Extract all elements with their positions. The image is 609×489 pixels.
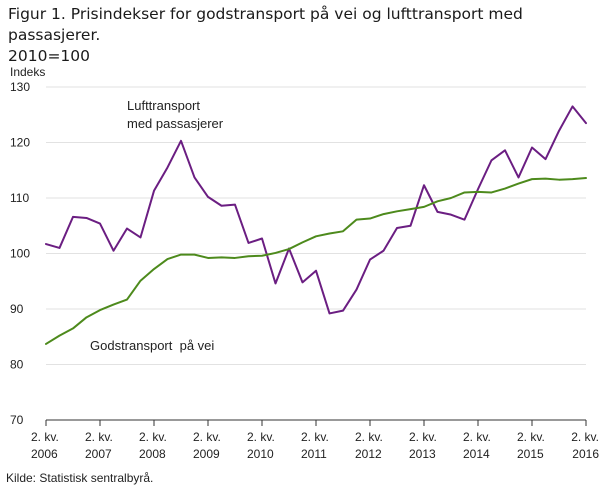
chart-title: Figur 1. Prisindekser for godstransport … bbox=[8, 4, 603, 67]
x-tick-label-quarter: 2. kv. bbox=[355, 430, 383, 444]
x-tick-label-year: 2012 bbox=[355, 447, 382, 461]
x-tick-label-quarter: 2. kv. bbox=[247, 430, 275, 444]
series-label-godstransport: Godstransport på vei bbox=[90, 338, 214, 353]
x-tick-label-year: 2011 bbox=[301, 447, 327, 461]
y-tick-label: 110 bbox=[10, 191, 29, 205]
x-axis-ticks: 2. kv. 2006 2. kv. 2007 2. kv. 2008 2. kv. 2009… bbox=[31, 420, 599, 461]
chart-title-line-1: Figur 1. Prisindekser for godstransport … bbox=[8, 5, 523, 44]
series-label-lufttransport: Lufttransport bbox=[127, 98, 200, 113]
x-tick-label-quarter: 2. kv. bbox=[85, 430, 113, 444]
x-tick-label-year: 2006 bbox=[31, 447, 58, 461]
x-tick-label-year: 2007 bbox=[85, 447, 112, 461]
x-tick-label-quarter: 2. kv. bbox=[463, 430, 491, 444]
chart-title-line-2: 2010=100 bbox=[8, 47, 91, 65]
x-tick-label-year: 2008 bbox=[139, 447, 166, 461]
x-tick-label-year: 2009 bbox=[193, 447, 220, 461]
x-tick-label-year: 2015 bbox=[517, 447, 544, 461]
y-tick-label: 80 bbox=[10, 358, 24, 372]
series-labels: Lufttransport med passasjerer Godstranspor… bbox=[90, 98, 224, 353]
series-lines bbox=[45, 105, 587, 345]
x-tick-label-quarter: 2. kv. bbox=[571, 430, 599, 444]
x-tick-label-quarter: 2. kv. bbox=[139, 430, 167, 444]
series-line-lufttransport bbox=[45, 105, 587, 315]
y-tick-label: 130 bbox=[10, 80, 30, 94]
source-note: Kilde: Statistisk sentralbyrå. bbox=[6, 471, 154, 485]
series-line-godstransport bbox=[45, 177, 587, 345]
x-tick-label-year: 2014 bbox=[463, 447, 490, 461]
x-tick-label-quarter: 2. kv. bbox=[409, 430, 437, 444]
grid-lines bbox=[46, 86, 586, 421]
y-axis-ticks: 70 80 90 100 110 120 130 bbox=[10, 80, 30, 427]
series-label-lufttransport: med passasjerer bbox=[127, 116, 224, 131]
x-tick-label-year: 2016 bbox=[572, 447, 599, 461]
y-tick-label: 70 bbox=[10, 413, 24, 427]
y-tick-label: 100 bbox=[10, 247, 30, 261]
x-tick-label-quarter: 2. kv. bbox=[193, 430, 221, 444]
x-tick-label-year: 2010 bbox=[247, 447, 274, 461]
x-tick-label-year: 2013 bbox=[409, 447, 436, 461]
y-tick-label: 90 bbox=[10, 302, 24, 316]
x-tick-label-quarter: 2. kv. bbox=[517, 430, 545, 444]
x-tick-label-quarter: 2. kv. bbox=[31, 430, 59, 444]
y-tick-label: 120 bbox=[10, 136, 30, 150]
y-axis-label: Indeks bbox=[10, 65, 45, 79]
x-tick-label-quarter: 2. kv. bbox=[301, 430, 329, 444]
